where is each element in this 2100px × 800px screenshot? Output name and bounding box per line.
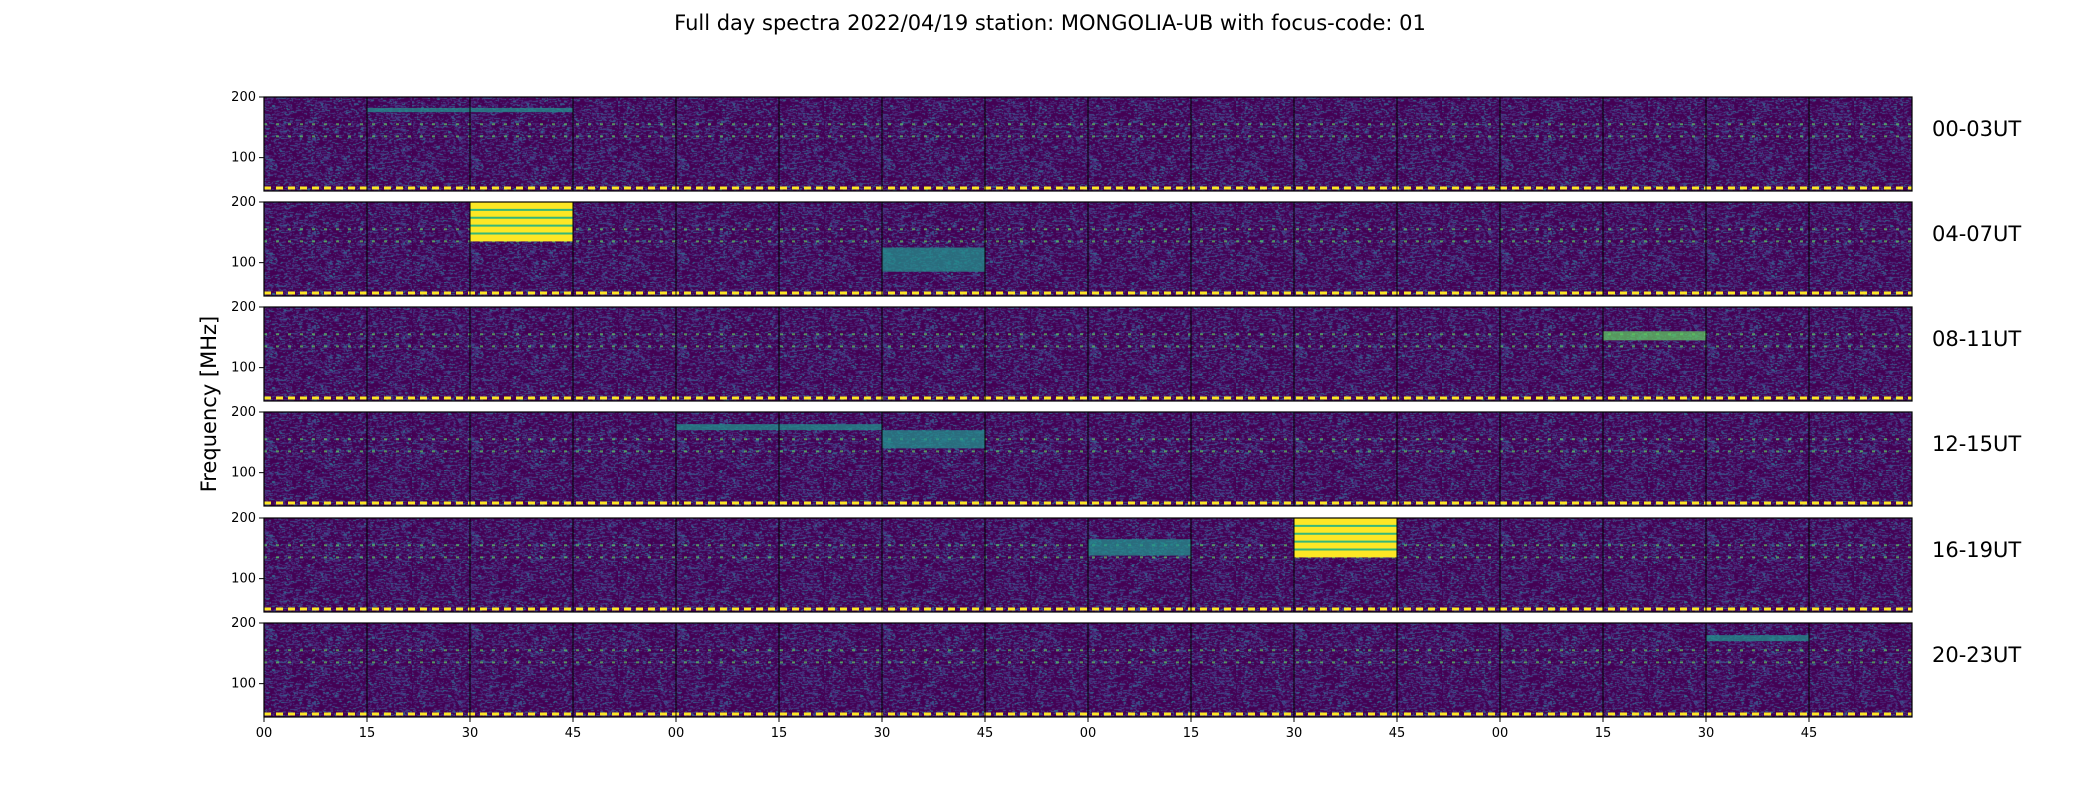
intensity-block (676, 424, 779, 431)
x-tick-label: 00 (1080, 726, 1097, 741)
y-tick-label: 100 (231, 572, 256, 587)
y-tick-label: 100 (231, 361, 256, 376)
row-label: 08-11UT (1932, 327, 2021, 351)
x-tick-label: 15 (1595, 726, 1612, 741)
row-label: 04-07UT (1932, 222, 2021, 246)
x-tick-label: 00 (668, 726, 685, 741)
spectra-row: 100 200 04-07UT (231, 195, 2021, 297)
intensity-block (1603, 331, 1706, 341)
x-tick-label: 45 (977, 726, 994, 741)
x-tick-label: 00 (1492, 726, 1509, 741)
y-tick-label: 200 (231, 405, 256, 420)
x-tick-label: 30 (874, 726, 891, 741)
x-tick-label: 45 (565, 726, 582, 741)
row-label: 20-23UT (1932, 643, 2021, 667)
y-tick-label: 200 (231, 511, 256, 526)
y-tick-label: 100 (231, 466, 256, 481)
y-tick-label: 200 (231, 616, 256, 631)
intensity-block (1088, 539, 1191, 556)
row-frame (263, 517, 1913, 613)
y-tick-label: 100 (231, 677, 256, 692)
spectra-row: 100 200 08-11UT (231, 300, 2021, 402)
row-label: 16-19UT (1932, 538, 2021, 562)
spectra-row: 100 200 20-23UT (231, 616, 2021, 718)
intensity-block (1294, 518, 1397, 558)
x-tick-label: 00 (256, 726, 273, 741)
spectra-row: 100 200 12-15UT (231, 405, 2021, 507)
intensity-block (882, 430, 985, 449)
row-frame (263, 306, 1913, 402)
spectra-row: 100 200 00-03UT (231, 90, 2021, 192)
intensity-block (470, 107, 573, 113)
intensity-block (882, 247, 985, 272)
row-label: 12-15UT (1932, 432, 2021, 456)
row-frame (263, 411, 1913, 507)
x-tick-label: 30 (1286, 726, 1303, 741)
x-tick-label: 30 (1698, 726, 1715, 741)
y-tick-label: 200 (231, 195, 256, 210)
row-label: 00-03UT (1932, 117, 2021, 141)
y-tick-label: 200 (231, 90, 256, 105)
spectra-row: 100 200 16-19UT (231, 511, 2021, 613)
y-tick-label: 100 (231, 256, 256, 271)
intensity-block (1706, 635, 1809, 642)
x-tick-label: 15 (359, 726, 376, 741)
row-frame (263, 201, 1913, 297)
y-tick-label: 100 (231, 151, 256, 166)
x-tick-label: 45 (1389, 726, 1406, 741)
y-tick-label: 200 (231, 300, 256, 315)
intensity-block (470, 202, 573, 242)
intensity-block (779, 424, 882, 431)
x-tick-label: 15 (771, 726, 788, 741)
x-tick-label: 15 (1183, 726, 1200, 741)
chart-title: Full day spectra 2022/04/19 station: MON… (674, 11, 1426, 35)
x-tick-label: 30 (462, 726, 479, 741)
row-frame (263, 96, 1913, 192)
x-tick-label: 45 (1801, 726, 1818, 741)
intensity-block (367, 107, 470, 113)
